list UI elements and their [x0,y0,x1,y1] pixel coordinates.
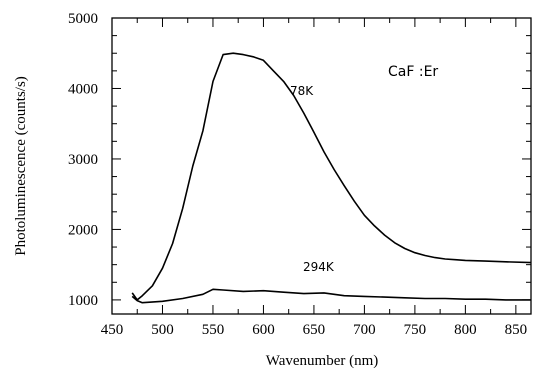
x-tick-label: 700 [353,322,376,338]
plot-frame [111,17,532,315]
series-line-78k [131,52,532,301]
series-line-294k [131,288,531,304]
series-label-294k: 294K [303,260,335,274]
y-tick-label: 2000 [68,222,98,238]
y-tick-label: 3000 [68,152,98,168]
x-tick-label: 600 [252,322,275,338]
y-tick-label: 5000 [68,11,98,27]
x-tick-label: 500 [151,322,174,338]
chart-annotation: CaF :Er [388,64,438,80]
y-tick-label: 1000 [68,293,98,309]
x-tick-label: 850 [505,322,528,338]
x-tick-label: 750 [404,322,427,338]
series-label-78k: 78K [290,84,314,98]
y-tick-label: 4000 [68,81,98,97]
x-tick-label: 450 [101,322,124,338]
y-axis-title: Photoluminescence (counts/s) [13,76,29,256]
x-tick-label: 800 [454,322,477,338]
x-tick-label: 650 [303,322,326,338]
x-tick-label: 550 [202,322,225,338]
x-axis-title: Wavenumber (nm) [266,353,379,369]
